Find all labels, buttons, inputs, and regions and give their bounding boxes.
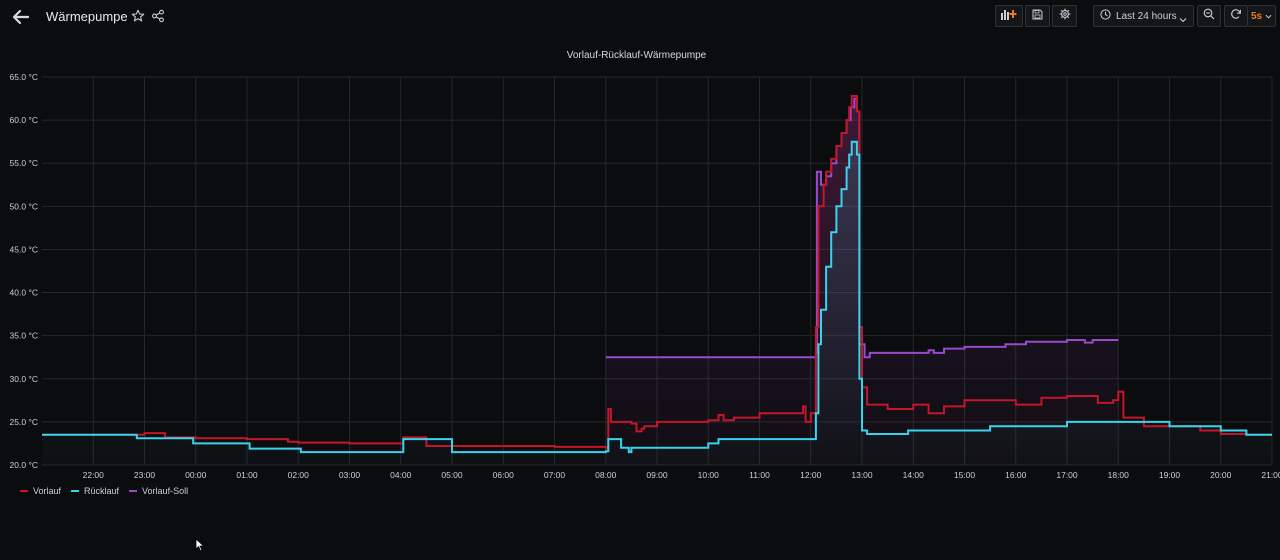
y-tick-label: 20.0 °C <box>10 460 38 470</box>
legend-swatch-ruecklauf <box>71 490 80 492</box>
chevron-down-icon <box>1265 13 1272 20</box>
x-tick-label: 19:00 <box>1159 470 1181 480</box>
refresh-button[interactable] <box>1224 5 1248 27</box>
x-tick-label: 03:00 <box>339 470 361 480</box>
refresh-icon <box>1230 7 1242 25</box>
y-tick-label: 35.0 °C <box>10 331 38 341</box>
x-tick-label: 02:00 <box>288 470 310 480</box>
back-arrow-icon[interactable] <box>10 6 32 28</box>
legend-swatch-vorlauf-soll <box>129 490 138 492</box>
chart-legend: Vorlauf Rücklauf Vorlauf-Soll <box>20 486 198 496</box>
zoom-out-button[interactable] <box>1197 5 1221 27</box>
y-tick-label: 25.0 °C <box>10 417 38 427</box>
x-tick-label: 09:00 <box>646 470 668 480</box>
y-tick-label: 50.0 °C <box>10 201 38 211</box>
x-tick-label: 04:00 <box>390 470 412 480</box>
x-tick-label: 20:00 <box>1210 470 1232 480</box>
y-tick-label: 30.0 °C <box>10 374 38 384</box>
x-tick-label: 00:00 <box>185 470 207 480</box>
line-chart[interactable]: 20.0 °C 25.0 °C 30.0 °C 35.0 °C 40.0 °C 45.0 … <box>0 60 1280 480</box>
x-tick-label: 07:00 <box>544 470 566 480</box>
x-tick-label: 13:00 <box>851 470 873 480</box>
legend-item-ruecklauf[interactable]: Rücklauf <box>71 486 119 496</box>
add-panel-icon <box>1000 7 1018 25</box>
x-tick-label: 22:00 <box>83 470 105 480</box>
x-tick-label: 17:00 <box>1056 470 1078 480</box>
chevron-down-icon <box>1179 11 1187 29</box>
time-range-picker[interactable]: Last 24 hours <box>1093 5 1194 27</box>
time-range-label: Last 24 hours <box>1116 10 1177 22</box>
legend-item-vorlauf[interactable]: Vorlauf <box>20 486 61 496</box>
legend-item-vorlauf-soll[interactable]: Vorlauf-Soll <box>129 486 188 496</box>
x-tick-label: 11:00 <box>749 470 770 480</box>
x-tick-label: 23:00 <box>134 470 156 480</box>
legend-swatch-vorlauf <box>20 490 28 492</box>
dashboard-header: Wärmepumpe <box>0 0 1280 34</box>
clock-icon <box>1100 7 1111 25</box>
add-panel-button[interactable] <box>995 5 1023 27</box>
star-icon[interactable] <box>131 9 145 23</box>
x-tick-label: 12:00 <box>800 470 822 480</box>
legend-label-vorlauf: Vorlauf <box>33 486 62 496</box>
x-tick-label: 16:00 <box>1005 470 1027 480</box>
series-line-ruecklauf <box>42 140 1272 454</box>
y-tick-label: 40.0 °C <box>10 288 38 298</box>
legend-label-vorlauf-soll: Vorlauf-Soll <box>142 486 189 496</box>
save-icon <box>1032 7 1043 25</box>
x-tick-label: 05:00 <box>441 470 463 480</box>
x-tick-label: 01:00 <box>236 470 258 480</box>
x-tick-label: 08:00 <box>595 470 617 480</box>
save-dashboard-button[interactable] <box>1025 5 1050 27</box>
y-tick-label: 45.0 °C <box>10 244 38 254</box>
mouse-pointer-icon <box>195 538 205 557</box>
x-tick-label: 10:00 <box>698 470 720 480</box>
x-tick-label: 21:00 <box>1261 470 1280 480</box>
refresh-interval-picker[interactable]: 5s <box>1248 5 1276 27</box>
legend-label-ruecklauf: Rücklauf <box>84 486 120 496</box>
dashboard-settings-button[interactable] <box>1052 5 1077 27</box>
dashboard-title[interactable]: Wärmepumpe <box>46 9 128 24</box>
series-area-vorlauf <box>42 96 1272 465</box>
y-tick-label: 65.0 °C <box>10 72 38 82</box>
refresh-interval-value: 5s <box>1250 10 1263 22</box>
series-area-vorlauf-soll <box>605 98 1119 465</box>
gear-icon <box>1059 7 1071 25</box>
x-tick-label: 14:00 <box>903 470 925 480</box>
share-icon[interactable] <box>151 9 165 23</box>
zoom-out-icon <box>1203 7 1215 25</box>
panel-title[interactable]: Vorlauf-Rücklauf-Wärmepumpe <box>566 50 707 61</box>
x-tick-label: 06:00 <box>493 470 515 480</box>
x-tick-label: 15:00 <box>954 470 976 480</box>
y-tick-label: 60.0 °C <box>10 115 38 125</box>
y-tick-label: 55.0 °C <box>10 158 38 168</box>
x-tick-label: 18:00 <box>1108 470 1130 480</box>
